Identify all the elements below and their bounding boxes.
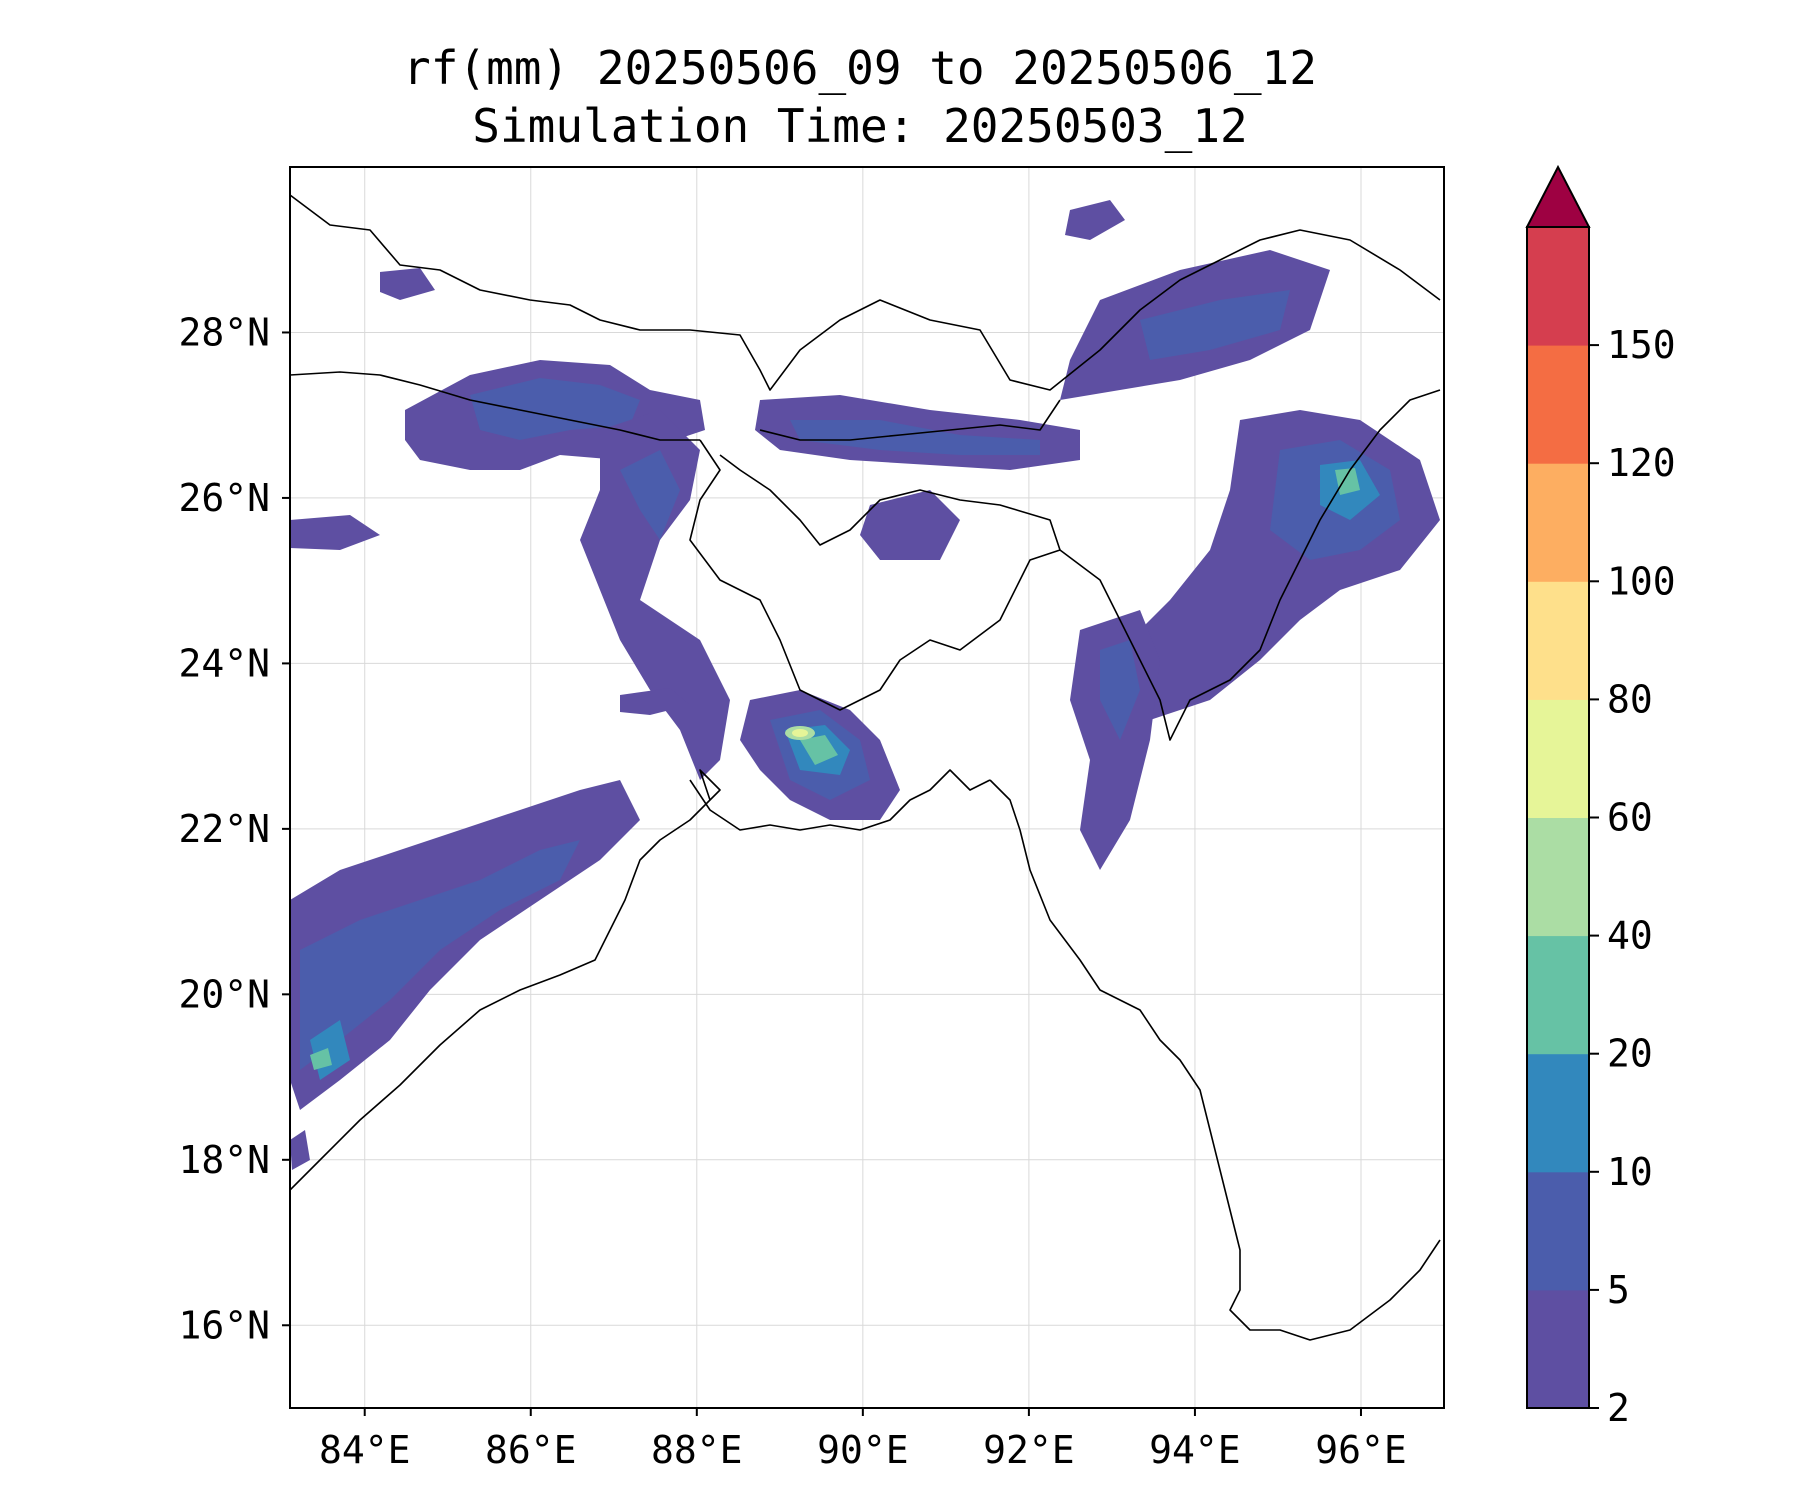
coastlines [290, 194, 1441, 1341]
colorbar-tick-label: 80 [1607, 677, 1653, 721]
rain-region-jharkhand [620, 688, 690, 715]
colorbar-band [1527, 463, 1589, 582]
rain-region-northeast-high [1335, 468, 1360, 495]
y-tick-label: 20°N [178, 972, 270, 1016]
rain-region-meghalaya [860, 490, 960, 560]
rain-region-manipur-core [1100, 640, 1140, 740]
rain-region-bengal-strip [580, 410, 730, 780]
y-tick-label: 26°N [178, 476, 270, 520]
rain-region-bhutan-core [790, 420, 1040, 455]
colorbar-band [1527, 1171, 1589, 1291]
rain-region-nepal-core [470, 378, 640, 440]
colorbar-tick-label: 20 [1607, 1032, 1653, 1076]
rain-region-nepal-west [290, 515, 380, 550]
title-line-1: rf(mm) 20250506_09 to 20250506_12 [403, 41, 1317, 95]
colorbar-tick-label: 5 [1607, 1268, 1630, 1312]
x-tick-label: 90°E [817, 1428, 909, 1472]
longitude-ticks: 84°E 86°E 88°E 90°E 92°E 94°E 96°E [319, 1408, 1407, 1472]
colorbar-band [1527, 1289, 1589, 1409]
colorbar-band [1527, 699, 1589, 818]
colorbar-tick-label: 40 [1607, 914, 1653, 958]
x-tick-label: 86°E [485, 1428, 577, 1472]
colorbar-ticks: 2 5 10 20 40 60 80 100 120 150 [1589, 323, 1676, 1430]
border-nepal-north [290, 371, 700, 441]
border-myanmar-india [1059, 389, 1441, 741]
y-tick-label: 28°N [178, 310, 270, 354]
rain-region-odisha-core [300, 840, 580, 1070]
y-tick-label: 22°N [178, 807, 270, 851]
rain-region-tibet [1065, 200, 1125, 240]
rain-region-manipur [1070, 610, 1160, 870]
colorbar-band [1527, 345, 1589, 464]
x-tick-label: 96°E [1315, 1428, 1407, 1472]
colorbar-tick-label: 120 [1607, 441, 1676, 485]
colorbar-band [1527, 227, 1589, 346]
rain-region-andhra [290, 1130, 310, 1170]
map-frame [289, 166, 1445, 1409]
x-tick-label: 88°E [651, 1428, 743, 1472]
colorbar-tick-label: 150 [1607, 323, 1676, 367]
colorbar-band [1527, 581, 1589, 700]
rainfall-shading [290, 200, 1440, 1170]
coastline-bengal-delta [689, 769, 991, 831]
x-tick-label: 84°E [319, 1428, 411, 1472]
colorbar-bands [1527, 227, 1589, 1409]
colorbar-tick-label: 60 [1607, 796, 1653, 840]
border-china [290, 194, 1441, 391]
border-bangladesh [689, 439, 1061, 711]
coastline-east-india [290, 769, 721, 1191]
y-tick-label: 18°N [178, 1138, 270, 1182]
rain-region-arunachal-core [1140, 290, 1290, 360]
colorbar-band [1527, 817, 1589, 937]
rain-region-bengal-core [620, 450, 680, 540]
y-tick-label: 24°N [178, 641, 270, 685]
rain-region-odisha-high [310, 1048, 332, 1070]
latitude-ticks: 16°N 18°N 20°N 22°N 24°N 26°N 28°N [178, 310, 290, 1347]
map-panel: 84°E 86°E 88°E 90°E 92°E 94°E 96°E 16°N 18°N 20°… [178, 166, 1445, 1472]
coastline-myanmar [989, 779, 1441, 1341]
colorbar-tick-label: 2 [1607, 1386, 1630, 1430]
map-gridlines [290, 167, 1444, 1408]
x-tick-label: 94°E [1149, 1428, 1241, 1472]
colorbar-band [1527, 1053, 1589, 1173]
title-line-2: Simulation Time: 20250503_12 [472, 99, 1247, 153]
y-tick-label: 16°N [178, 1303, 270, 1347]
colorbar-band [1527, 935, 1589, 1055]
rain-region-sikkim [380, 268, 435, 300]
rain-region-delta-max [792, 729, 808, 737]
colorbar: 2 5 10 20 40 60 80 100 120 150 [1525, 164, 1676, 1430]
colorbar-tick-label: 10 [1607, 1150, 1653, 1194]
border-bhutan [759, 399, 1061, 441]
colorbar-tick-label: 100 [1607, 559, 1676, 603]
x-tick-label: 92°E [983, 1428, 1075, 1472]
colorbar-extend-triangle [1525, 164, 1591, 228]
rain-region-delta-high [800, 735, 838, 765]
